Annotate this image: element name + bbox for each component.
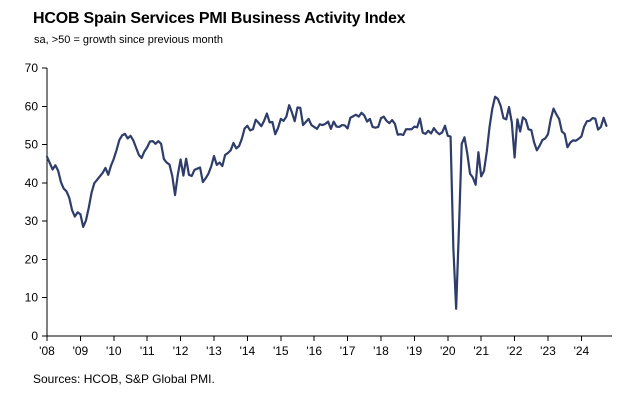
x-tick-label: '10 — [106, 344, 122, 358]
y-tick-label: 0 — [31, 329, 38, 343]
series-line — [45, 95, 608, 310]
x-tick-label: '12 — [173, 344, 189, 358]
chart-title: HCOB Spain Services PMI Business Activit… — [33, 10, 406, 27]
x-tick-label: '08 — [39, 344, 55, 358]
x-tick-label: '20 — [440, 344, 456, 358]
x-tick-label: '21 — [473, 344, 489, 358]
y-tick-label: 30 — [25, 214, 39, 228]
y-tick-label: 20 — [25, 252, 39, 266]
y-tick-label: 70 — [25, 61, 39, 75]
x-tick-label: '24 — [574, 344, 590, 358]
x-tick-label: '14 — [240, 344, 256, 358]
x-tick-label: '13 — [206, 344, 222, 358]
y-tick-label: 10 — [25, 291, 39, 305]
y-tick-label: 50 — [25, 138, 39, 152]
x-tick-label: '22 — [507, 344, 523, 358]
x-tick-label: '23 — [540, 344, 556, 358]
x-tick-label: '19 — [407, 344, 423, 358]
x-tick-label: '17 — [340, 344, 356, 358]
x-tick-label: '16 — [306, 344, 322, 358]
pmi-line-chart: 0 10 20 30 40 50 60 70 '08 '09 '10 '11 '12 '13 '14 '15 '… — [25, 61, 612, 358]
x-tick-label: '15 — [273, 344, 289, 358]
y-tick-label: 60 — [25, 99, 39, 113]
y-tick-label: 40 — [25, 176, 39, 190]
x-tick-label: '09 — [73, 344, 89, 358]
x-tick-label: '18 — [373, 344, 389, 358]
chart-subtitle: sa, >50 = growth since previous month — [34, 34, 223, 46]
source-text: Sources: HCOB, S&P Global PMI. — [33, 372, 215, 386]
x-tick-label: '11 — [140, 344, 155, 358]
